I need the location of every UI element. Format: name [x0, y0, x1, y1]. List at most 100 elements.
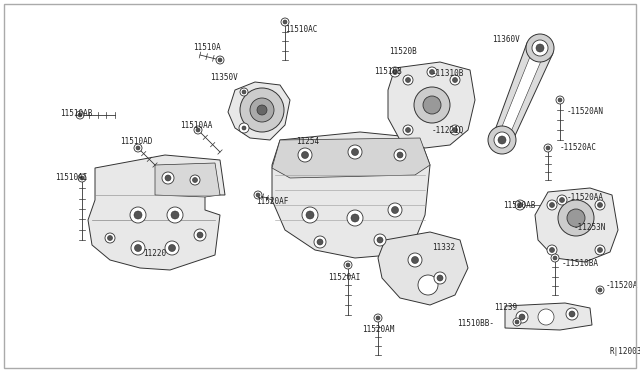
Circle shape	[105, 233, 115, 243]
Circle shape	[134, 244, 141, 251]
Text: 11510AA: 11510AA	[180, 122, 212, 131]
Text: 11520AI: 11520AI	[328, 273, 360, 282]
Circle shape	[196, 128, 200, 132]
Circle shape	[423, 96, 441, 114]
Polygon shape	[228, 82, 290, 140]
Text: 11220: 11220	[143, 248, 166, 257]
Circle shape	[518, 202, 522, 208]
Polygon shape	[88, 155, 225, 270]
Circle shape	[351, 214, 359, 222]
Polygon shape	[535, 188, 618, 262]
Circle shape	[242, 90, 246, 94]
Text: 11520AM: 11520AM	[362, 326, 394, 334]
Text: -11520AC: -11520AC	[560, 144, 597, 153]
Circle shape	[167, 207, 183, 223]
Circle shape	[547, 200, 557, 210]
Text: -11510BA: -11510BA	[562, 259, 599, 267]
Circle shape	[165, 241, 179, 255]
Circle shape	[298, 148, 312, 162]
Text: 11520B: 11520B	[389, 48, 417, 57]
Circle shape	[408, 253, 422, 267]
Circle shape	[526, 34, 554, 62]
Circle shape	[250, 98, 274, 122]
Circle shape	[240, 88, 284, 132]
Text: 11332: 11332	[432, 243, 455, 251]
Circle shape	[317, 239, 323, 245]
Circle shape	[197, 232, 203, 238]
Circle shape	[134, 211, 142, 219]
Polygon shape	[378, 232, 468, 305]
Circle shape	[558, 200, 594, 236]
Circle shape	[242, 126, 246, 130]
Circle shape	[397, 152, 403, 158]
Circle shape	[403, 75, 413, 85]
Text: 11350V: 11350V	[210, 74, 237, 83]
Circle shape	[437, 275, 443, 281]
Circle shape	[301, 151, 308, 158]
Circle shape	[569, 311, 575, 317]
Text: 11239: 11239	[494, 302, 517, 311]
Circle shape	[240, 88, 248, 96]
Circle shape	[434, 272, 446, 284]
Circle shape	[314, 236, 326, 248]
Polygon shape	[505, 303, 592, 330]
Text: 11520AB: 11520AB	[503, 201, 536, 209]
Circle shape	[598, 288, 602, 292]
Circle shape	[190, 175, 200, 185]
Text: -11520AA: -11520AA	[567, 192, 604, 202]
Polygon shape	[388, 62, 475, 148]
Circle shape	[351, 148, 358, 155]
Circle shape	[550, 247, 554, 253]
Circle shape	[536, 44, 544, 52]
Circle shape	[194, 229, 206, 241]
Text: 11510AC: 11510AC	[285, 26, 317, 35]
Text: -11253N: -11253N	[574, 224, 606, 232]
Circle shape	[348, 145, 362, 159]
Text: 11510B: 11510B	[374, 67, 402, 77]
Circle shape	[216, 56, 224, 64]
Circle shape	[547, 245, 557, 255]
Circle shape	[194, 126, 202, 134]
Circle shape	[347, 210, 363, 226]
Circle shape	[412, 257, 419, 263]
Polygon shape	[493, 43, 553, 144]
Text: -11221Q: -11221Q	[432, 125, 465, 135]
Circle shape	[450, 75, 460, 85]
Text: -11310B: -11310B	[432, 68, 465, 77]
Circle shape	[78, 174, 86, 182]
Text: 11510AD: 11510AD	[120, 138, 152, 147]
Circle shape	[388, 203, 402, 217]
Circle shape	[558, 98, 562, 102]
Circle shape	[344, 261, 352, 269]
Circle shape	[171, 211, 179, 219]
Circle shape	[131, 241, 145, 255]
Circle shape	[256, 193, 260, 197]
Circle shape	[392, 70, 397, 74]
Text: R|12003H: R|12003H	[610, 347, 640, 356]
Circle shape	[254, 191, 262, 199]
Text: 11520AF: 11520AF	[256, 198, 289, 206]
Circle shape	[257, 105, 267, 115]
Circle shape	[519, 314, 525, 320]
Circle shape	[76, 111, 84, 119]
Circle shape	[566, 308, 578, 320]
Circle shape	[532, 40, 548, 56]
Circle shape	[551, 254, 559, 262]
Polygon shape	[155, 163, 220, 197]
Text: 11510BB-: 11510BB-	[457, 320, 494, 328]
Circle shape	[538, 309, 554, 325]
Polygon shape	[272, 138, 430, 178]
Circle shape	[598, 202, 602, 208]
Circle shape	[516, 311, 528, 323]
Circle shape	[515, 320, 519, 324]
Circle shape	[598, 247, 602, 253]
Circle shape	[429, 70, 435, 74]
Circle shape	[306, 211, 314, 219]
Circle shape	[427, 67, 437, 77]
Circle shape	[374, 234, 386, 246]
Circle shape	[595, 200, 605, 210]
Circle shape	[165, 175, 171, 181]
Circle shape	[283, 20, 287, 24]
Circle shape	[168, 244, 175, 251]
Circle shape	[567, 209, 585, 227]
